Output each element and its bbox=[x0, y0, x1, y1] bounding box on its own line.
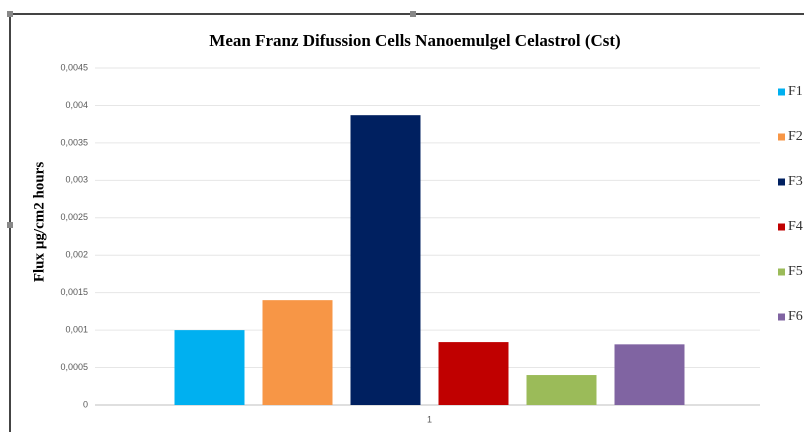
handle bbox=[410, 11, 416, 17]
legend-swatch bbox=[778, 268, 785, 276]
bar bbox=[174, 330, 245, 405]
y-tick-label: 0,0035 bbox=[60, 137, 88, 147]
legend-label: F5 bbox=[788, 264, 803, 279]
handle bbox=[7, 11, 13, 17]
bar bbox=[262, 300, 333, 405]
bar bbox=[350, 115, 421, 406]
legend-label: F2 bbox=[788, 129, 803, 144]
y-tick-label: 0 bbox=[83, 399, 88, 409]
legend-swatch bbox=[778, 223, 785, 231]
y-tick-label: 0,001 bbox=[65, 324, 88, 334]
bar bbox=[438, 342, 509, 405]
legend-swatch bbox=[778, 88, 785, 96]
legend-label: F3 bbox=[788, 174, 803, 189]
y-tick-label: 0,0005 bbox=[60, 362, 88, 372]
bar bbox=[614, 344, 685, 405]
legend-label: F6 bbox=[788, 309, 803, 324]
legend-label: F1 bbox=[788, 84, 803, 99]
y-tick-label: 0,004 bbox=[65, 100, 88, 110]
y-tick-label: 0,0045 bbox=[60, 62, 88, 72]
legend-swatch bbox=[778, 178, 785, 186]
handle bbox=[7, 222, 13, 228]
x-tick-label: 1 bbox=[427, 414, 432, 424]
legend-swatch bbox=[778, 313, 785, 321]
y-tick-label: 0,0015 bbox=[60, 287, 88, 297]
legend-swatch bbox=[778, 133, 785, 141]
chart-title: Mean Franz Difussion Cells Nanoemulgel C… bbox=[209, 31, 620, 50]
legend-label: F4 bbox=[788, 219, 803, 234]
y-tick-label: 0,0025 bbox=[60, 212, 88, 222]
bar bbox=[526, 375, 597, 405]
y-axis-label: Flux µg/cm2 hours bbox=[31, 162, 47, 282]
y-tick-label: 0,003 bbox=[65, 175, 88, 185]
y-tick-label: 0,002 bbox=[65, 250, 88, 260]
